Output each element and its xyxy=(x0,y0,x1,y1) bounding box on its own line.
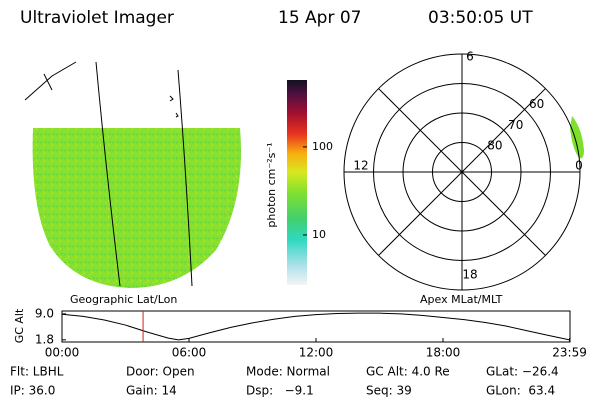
map-line xyxy=(24,61,77,101)
y-tick-label: 1.8 xyxy=(35,332,54,346)
colorbar-scale xyxy=(287,80,307,285)
lat-label: 70 xyxy=(508,118,523,132)
lat-label: 80 xyxy=(487,139,502,153)
colorbar-tick-label: 10 xyxy=(312,228,326,241)
mlt-label: 12 xyxy=(353,159,368,173)
image xyxy=(32,128,241,288)
status-field: Mode: Normal xyxy=(246,365,330,379)
altitude-line xyxy=(61,312,570,341)
x-tick-label: 12:00 xyxy=(299,346,334,360)
date: 15 Apr 07 xyxy=(278,8,361,28)
plot-frame xyxy=(61,310,571,343)
status-field: Dsp: −9.1 xyxy=(246,384,314,398)
x-tick-label: 00:00 xyxy=(45,346,80,360)
status-field: GC Alt: 4.0 Re xyxy=(366,365,450,379)
map-line xyxy=(95,61,121,287)
status-field: Gain: 14 xyxy=(126,384,177,398)
mlt-label: 0 xyxy=(575,159,583,173)
time: 03:50:05 UT xyxy=(428,8,533,28)
colorbar-label: photon cm⁻²s⁻¹ xyxy=(265,142,278,227)
status-bar: Flt: LBHL Door: Open Mode: Normal GC Alt: 4… xyxy=(10,365,559,398)
map-line xyxy=(43,73,53,91)
map-line xyxy=(169,95,179,118)
status-field: GLon: 63.4 xyxy=(486,384,555,398)
image-panel: Geographic Lat/Lon xyxy=(24,61,241,306)
colorbar: photon cm⁻²s⁻¹ 10 100 xyxy=(265,80,333,285)
y-tick-label: 9.0 xyxy=(35,306,54,320)
status-field: Flt: LBHL xyxy=(10,365,64,379)
lat-label: 60 xyxy=(529,97,544,111)
altitude-plot: GC Alt 9.0 1.800:00 06:00 12:00 18:00 23:59 xyxy=(13,306,587,359)
colorbar-tick-label: 100 xyxy=(312,140,333,153)
title: Ultraviolet Imager xyxy=(20,8,174,28)
x-tick-label: 18:00 xyxy=(426,346,461,360)
mlt-label: 6 xyxy=(466,50,474,64)
image-caption: Geographic Lat/Lon xyxy=(70,293,177,306)
polar-caption: Apex MLat/MLT xyxy=(420,293,503,306)
status-field: IP: 36.0 xyxy=(10,384,55,398)
aurora-patch xyxy=(570,116,584,159)
y-axis-label: GC Alt xyxy=(13,308,26,343)
status-field: Door: Open xyxy=(126,365,195,379)
status-field: Seq: 39 xyxy=(366,384,412,398)
x-tick-label: 06:00 xyxy=(172,346,207,360)
map-line xyxy=(177,69,193,287)
x-tick-label: 23:59 xyxy=(552,346,587,360)
polar-spoke xyxy=(378,88,546,256)
status-field: GLat: −26.4 xyxy=(486,365,559,379)
mlt-label: 18 xyxy=(462,268,477,282)
